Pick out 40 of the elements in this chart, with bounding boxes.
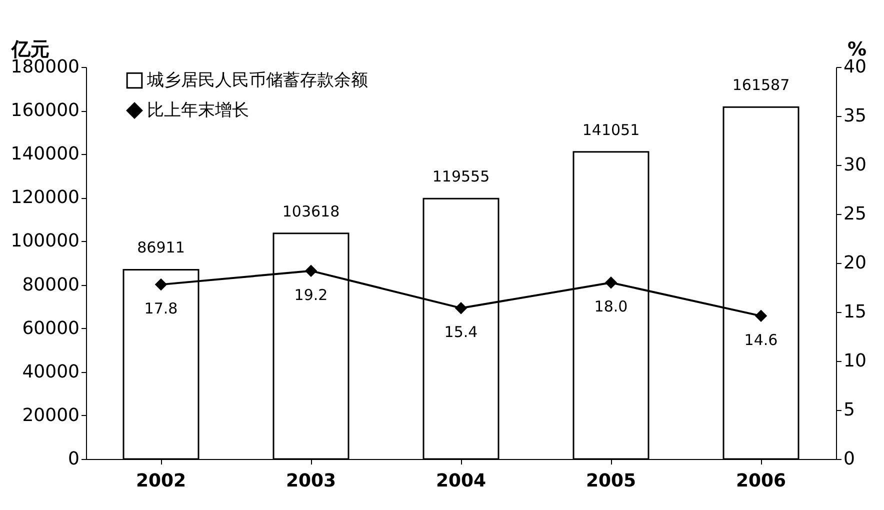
y2-tick-label: 15: [844, 302, 866, 322]
x-tick-label: 2006: [736, 470, 786, 492]
y-tick-label: 60000: [22, 318, 80, 339]
data-label: 19.2: [294, 286, 328, 304]
x-tick-label: 2004: [436, 470, 486, 492]
x-tick-label: 2002: [136, 470, 186, 492]
y2-tick-label: 0: [844, 448, 855, 470]
y-tick-label: 140000: [10, 144, 80, 165]
y-tick-label: 20000: [22, 404, 80, 426]
y-tick-label: 0: [68, 448, 80, 470]
legend-label: 城乡居民人民币储蓄存款余额: [146, 70, 368, 90]
data-label: 18.0: [594, 298, 628, 316]
legend-label: 比上年末增长: [147, 100, 249, 120]
y-tick-label: 40000: [22, 361, 80, 382]
data-label: 119555: [432, 168, 490, 186]
x-tick-label: 2005: [586, 470, 636, 492]
data-label: 141051: [582, 120, 640, 139]
x-tick-label: 2003: [286, 470, 336, 492]
data-label: 86911: [137, 238, 185, 257]
data-label: 161587: [732, 76, 790, 94]
data-label: 14.6: [744, 330, 778, 349]
point: [304, 264, 318, 277]
y2-tick-label: 35: [844, 106, 866, 126]
point: [454, 302, 468, 314]
point: [154, 278, 168, 291]
y-axis-title: 亿元: [10, 38, 50, 60]
y-tick-label: 100000: [10, 230, 80, 252]
data-label: 15.4: [444, 323, 478, 342]
y2-tick-label: 20: [844, 252, 866, 274]
y2-tick-label: 10: [844, 350, 866, 372]
data-label: 103618: [282, 202, 340, 220]
y2-tick-label: 25: [844, 204, 866, 224]
y-tick-label: 120000: [10, 187, 80, 208]
data-label: 17.8: [144, 300, 178, 318]
y-tick-label: 80000: [22, 274, 80, 296]
point: [754, 310, 768, 322]
point: [604, 276, 618, 289]
y-tick-label: 160000: [10, 100, 80, 122]
y2-tick-label: 5: [844, 400, 855, 420]
y2-tick-label: 30: [844, 154, 866, 176]
